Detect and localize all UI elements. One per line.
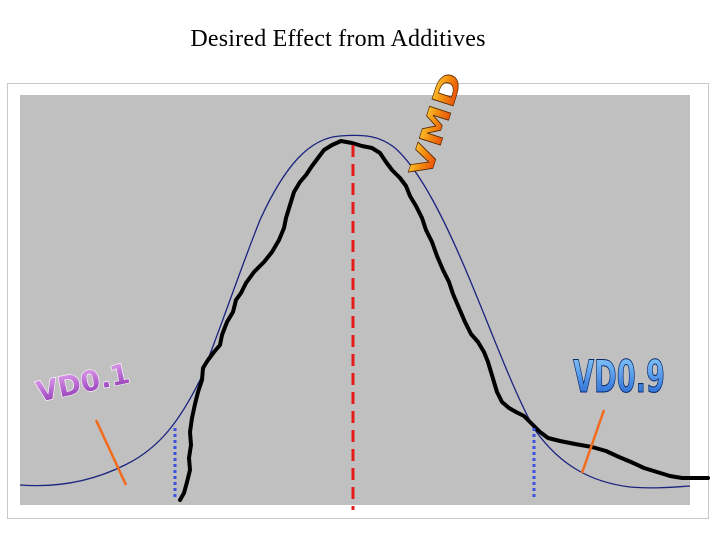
plot-area [20,95,690,505]
reference-distribution-curve [19,134,691,489]
figure-frame [7,83,709,519]
vd09-label: VD0.9 [573,351,665,403]
vd09-pointer-line [580,409,606,474]
vd01-pointer-line [94,419,128,486]
slide-title: Desired Effect from Additives [190,26,486,52]
target-distribution-curve [178,139,710,502]
